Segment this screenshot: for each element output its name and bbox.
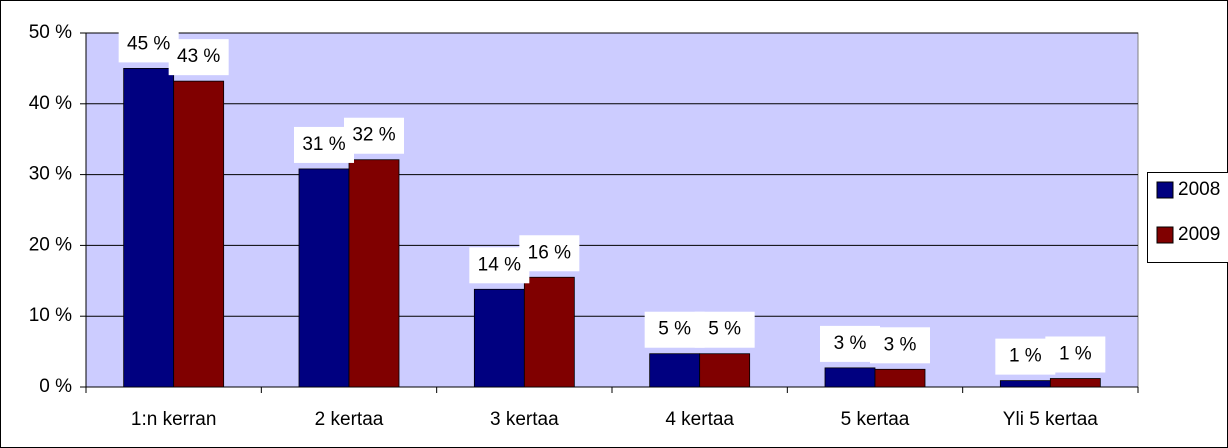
data-label-box xyxy=(694,311,755,348)
data-label-box xyxy=(519,235,580,272)
data-label: 16 % xyxy=(528,242,571,263)
x-tick-label: 4 kertaa xyxy=(665,409,734,430)
x-tick-label: 5 kertaa xyxy=(841,409,910,430)
legend-label: 2008 xyxy=(1178,179,1220,200)
bar xyxy=(999,380,1051,388)
bar xyxy=(874,368,926,388)
y-tick-label: 30 % xyxy=(29,164,72,185)
data-label: 1 % xyxy=(1009,346,1042,367)
data-label: 5 % xyxy=(708,319,741,340)
bar xyxy=(649,353,701,388)
data-label: 5 % xyxy=(658,319,691,340)
bar xyxy=(173,80,225,388)
data-label: 43 % xyxy=(177,46,220,67)
data-label: 1 % xyxy=(1059,344,1092,365)
y-tick-label: 0 % xyxy=(39,376,72,397)
data-label: 14 % xyxy=(478,254,521,275)
plot-area xyxy=(85,32,1139,388)
data-label: 32 % xyxy=(352,125,395,146)
data-label-box xyxy=(870,327,930,364)
data-label: 45 % xyxy=(127,33,170,54)
bar xyxy=(123,68,175,388)
data-label-box xyxy=(344,117,404,154)
y-tick-label: 40 % xyxy=(29,93,72,114)
y-tick-label: 50 % xyxy=(29,22,72,43)
bar xyxy=(1049,378,1101,388)
data-label-box xyxy=(995,338,1056,375)
data-label-box xyxy=(168,39,229,76)
bar xyxy=(348,159,400,388)
bar xyxy=(699,353,751,388)
x-tick-label: 2 kertaa xyxy=(315,409,384,430)
legend-swatch xyxy=(1156,226,1174,244)
bar xyxy=(824,367,876,388)
bar xyxy=(473,288,525,388)
y-tick-label: 20 % xyxy=(29,234,72,255)
data-label: 3 % xyxy=(834,333,867,354)
x-tick-label: 3 kertaa xyxy=(490,409,559,430)
y-tick-label: 10 % xyxy=(29,305,72,326)
bar xyxy=(298,168,350,388)
bar xyxy=(523,276,575,388)
data-label: 31 % xyxy=(302,134,345,155)
data-label-box xyxy=(118,26,179,63)
data-label-box xyxy=(1045,336,1106,373)
x-tick-label: 1:n kerran xyxy=(131,409,217,430)
x-tick-label: Yli 5 kertaa xyxy=(1003,409,1098,430)
data-label: 3 % xyxy=(884,334,917,355)
legend-label: 2009 xyxy=(1178,224,1220,245)
legend-swatch xyxy=(1156,181,1174,199)
